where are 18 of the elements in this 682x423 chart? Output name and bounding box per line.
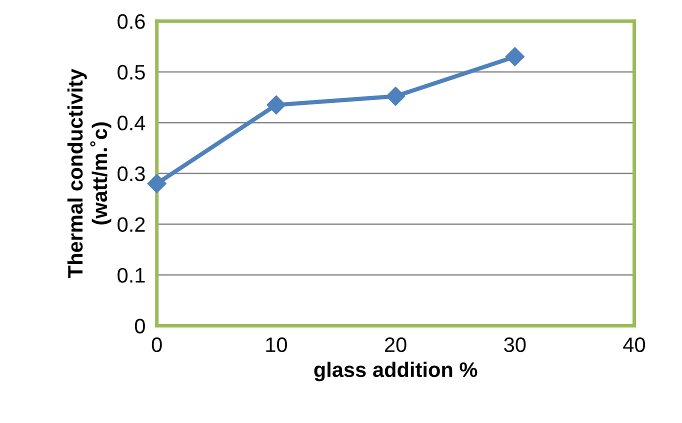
y-tick-label: 0.2 [118,217,145,232]
y-tick-label: 0.1 [118,268,145,283]
x-tick-label: 40 [623,337,646,352]
y-tick-label: 0.6 [118,14,145,29]
y-axis-title: Thermal conductivity (watt/m.˚c) [67,68,112,278]
x-tick-label: 20 [385,337,406,352]
point [505,47,524,66]
x-axis-title: glass addition % [314,362,478,382]
x-tick-label: 30 [504,337,526,352]
point [147,174,166,194]
y-tick-label: 0.4 [118,116,146,130]
y-tick-label: 0.5 [118,64,145,80]
y-tick-label: 0 [134,318,145,334]
point [386,86,406,106]
y-tick-label: 0.3 [118,166,145,182]
point [266,95,286,114]
x-tick-label: 0 [152,337,162,352]
x-tick-label: 10 [266,337,287,352]
